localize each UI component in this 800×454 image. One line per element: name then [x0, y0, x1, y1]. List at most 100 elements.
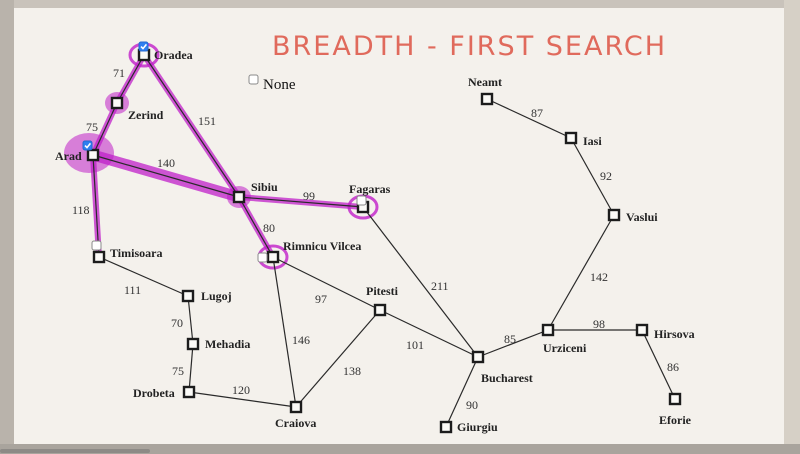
- edge-arad-sibiu: [92, 154, 240, 198]
- horizontal-scrollbar[interactable]: [0, 449, 150, 453]
- node-neamt[interactable]: [480, 92, 494, 106]
- edge-craiova-pitesti: [295, 309, 381, 408]
- none-checkbox[interactable]: [248, 74, 259, 85]
- checkbox-oradea[interactable]: [138, 41, 149, 52]
- edge-arad-timisoara: [92, 154, 100, 258]
- distance-bucharest-giurgiu: 90: [466, 398, 478, 412]
- distance-timisoara-lugoj: 111: [124, 283, 141, 297]
- edge-mehadia-drobeta: [188, 343, 194, 393]
- distance-drobeta-craiova: 120: [232, 383, 250, 397]
- city-label-drobeta: Drobeta: [133, 386, 175, 400]
- node-mehadia[interactable]: [186, 337, 200, 351]
- checkbox-timisoara[interactable]: [91, 240, 102, 251]
- node-zerind[interactable]: [110, 96, 124, 110]
- city-labels-layer: Oradea Zerind Arad Timisoara Sibiu Fagaras Rim…: [55, 48, 695, 434]
- node-craiova[interactable]: [289, 400, 303, 414]
- edge-iasi-neamt: [486, 98, 572, 139]
- checkbox-box-arad[interactable]: [82, 140, 93, 151]
- distance-iasi-neamt: 87: [531, 106, 543, 120]
- distance-arad-timisoara: 118: [72, 203, 90, 217]
- distance-rimnicu-craiova: 146: [292, 333, 310, 347]
- distance-hirsova-eforie: 86: [667, 360, 679, 374]
- city-label-mehadia: Mehadia: [205, 337, 250, 351]
- city-label-zerind: Zerind: [128, 108, 164, 122]
- edge-bucharest-urziceni: [477, 329, 549, 358]
- checkbox-layer: [82, 41, 367, 263]
- distance-lugoj-mehadia: 70: [171, 316, 183, 330]
- node-urziceni[interactable]: [541, 323, 555, 337]
- city-label-eforie: Eforie: [659, 413, 692, 427]
- node-drobeta[interactable]: [182, 385, 196, 399]
- node-bucharest[interactable]: [471, 350, 485, 364]
- map-paper: [14, 8, 784, 444]
- node-lugoj[interactable]: [181, 289, 195, 303]
- node-rimnicu[interactable]: [266, 250, 280, 264]
- node-pitesti[interactable]: [373, 303, 387, 317]
- check-icon: [140, 43, 148, 50]
- checkbox-fagaras[interactable]: [356, 195, 367, 206]
- city-label-rimnicu: Rimnicu Vilcea: [283, 239, 361, 253]
- distance-bucharest-urziceni: 85: [504, 332, 516, 346]
- city-label-fagaras: Fagaras: [349, 182, 391, 196]
- distance-urziceni-hirsova: 98: [593, 317, 605, 331]
- node-sibiu[interactable]: [232, 190, 246, 204]
- bottom-photo-edge: [0, 444, 800, 454]
- node-eforie[interactable]: [668, 392, 682, 406]
- edge-fagaras-bucharest: [362, 206, 479, 358]
- distance-mehadia-drobeta: 75: [172, 364, 184, 378]
- city-label-giurgiu: Giurgiu: [457, 420, 498, 434]
- city-label-neamt: Neamt: [468, 75, 502, 89]
- right-photo-edge: [784, 0, 800, 454]
- city-label-lugoj: Lugoj: [201, 289, 232, 303]
- node-vaslui[interactable]: [607, 208, 621, 222]
- city-label-vaslui: Vaslui: [626, 210, 658, 224]
- node-timisoara[interactable]: [92, 250, 106, 264]
- distance-urziceni-vaslui: 142: [590, 270, 608, 284]
- edges-layer: [92, 54, 676, 428]
- checkbox-arad[interactable]: [82, 140, 93, 151]
- distance-rimnicu-pitesti: 97: [315, 292, 327, 306]
- edge-sibiu-rimnicu: [238, 196, 274, 258]
- checkbox-box-oradea[interactable]: [138, 41, 149, 52]
- distance-zerind-arad: 75: [86, 120, 98, 134]
- edge-lugoj-mehadia: [187, 295, 194, 345]
- distance-craiova-pitesti: 138: [343, 364, 361, 378]
- city-label-oradea: Oradea: [154, 48, 193, 62]
- node-giurgiu[interactable]: [439, 420, 453, 434]
- city-label-craiova: Craiova: [275, 416, 316, 430]
- checkbox-rimnicu[interactable]: [257, 252, 268, 263]
- city-label-timisoara: Timisoara: [110, 246, 162, 260]
- distance-arad-sibiu: 140: [157, 156, 175, 170]
- city-label-iasi: Iasi: [583, 134, 602, 148]
- edge-hirsova-eforie: [641, 329, 676, 400]
- distance-labels-layer: 71 151 75 140 118 99 80 111 70 75 120 146 97 138 101 21…: [72, 66, 679, 412]
- city-label-pitesti: Pitesti: [366, 284, 399, 298]
- edge-sibiu-fagaras: [238, 196, 364, 208]
- nodes-layer: [86, 48, 682, 434]
- node-iasi[interactable]: [564, 131, 578, 145]
- left-photo-edge: [0, 0, 14, 454]
- city-label-bucharest: Bucharest: [481, 371, 533, 385]
- city-label-urziceni: Urziceni: [543, 341, 587, 355]
- distance-oradea-sibiu: 151: [198, 114, 216, 128]
- distance-sibiu-rimnicu: 80: [263, 221, 275, 235]
- check-icon: [84, 142, 92, 149]
- edge-zerind-arad: [92, 102, 118, 156]
- distance-fagaras-bucharest: 211: [431, 279, 449, 293]
- edge-pitesti-bucharest: [379, 309, 479, 358]
- edge-oradea-zerind: [116, 54, 145, 104]
- city-label-arad: Arad: [55, 149, 82, 163]
- node-arad[interactable]: [86, 148, 100, 162]
- distance-pitesti-bucharest: 101: [406, 338, 424, 352]
- none-option[interactable]: None: [248, 74, 296, 93]
- edge-oradea-sibiu: [143, 54, 240, 198]
- title-handwritten: BREADTH - FIRST SEARCH: [272, 31, 667, 62]
- edge-rimnicu-pitesti: [272, 256, 381, 311]
- city-label-hirsova: Hirsova: [654, 327, 695, 341]
- node-hirsova[interactable]: [635, 323, 649, 337]
- distance-sibiu-fagaras: 99: [303, 189, 315, 203]
- distance-oradea-zerind: 71: [113, 66, 125, 80]
- city-label-sibiu: Sibiu: [251, 180, 278, 194]
